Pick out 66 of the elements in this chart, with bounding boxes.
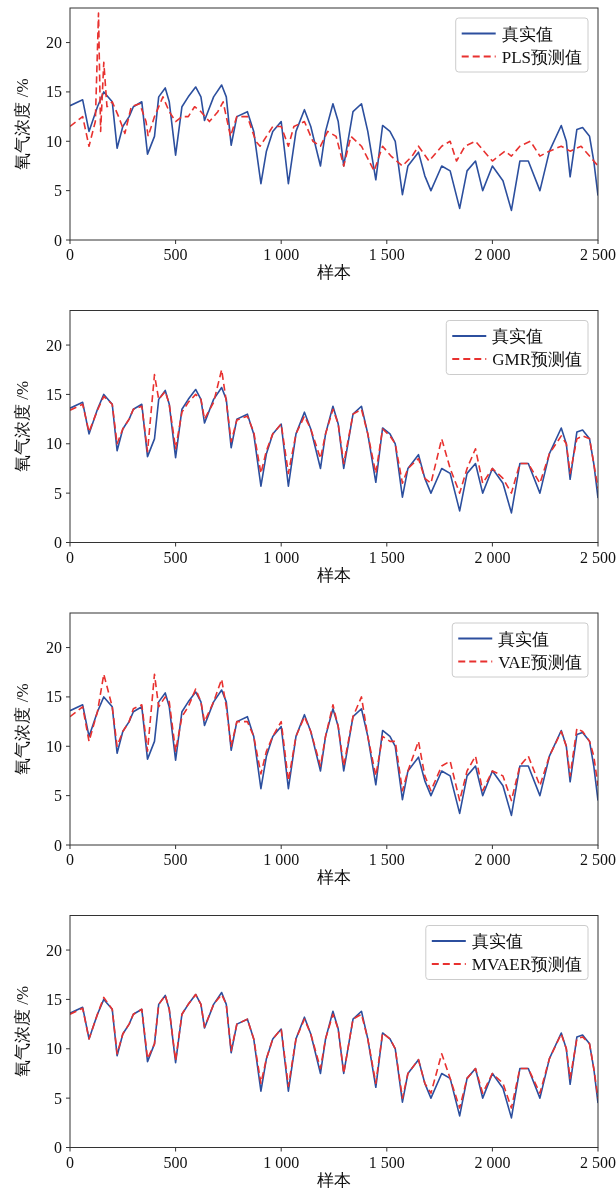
x-tick-label: 500 — [163, 1153, 188, 1171]
y-tick-label: 15 — [46, 990, 62, 1008]
x-tick-label: 500 — [163, 548, 188, 566]
legend-label: 真实值 — [492, 327, 544, 346]
y-axis-title: 氧气浓度 /% — [13, 380, 32, 473]
legend-label: GMR预测值 — [492, 350, 582, 369]
y-tick-label: 10 — [46, 435, 62, 453]
y-tick-label: 15 — [46, 83, 62, 101]
x-tick-label: 0 — [66, 1153, 74, 1171]
y-tick-label: 0 — [54, 836, 62, 854]
x-tick-label: 2 500 — [580, 851, 616, 868]
x-tick-label: 1 000 — [263, 246, 300, 263]
y-tick-label: 0 — [54, 534, 62, 551]
line-series — [70, 386, 598, 514]
y-tick-label: 5 — [54, 484, 62, 502]
y-tick-label: 10 — [46, 132, 62, 150]
x-axis-title: 样本 — [317, 1170, 351, 1190]
x-axis-title: 样本 — [317, 263, 351, 282]
y-axis-title: 氧气浓度 /% — [13, 985, 32, 1078]
line-series — [70, 673, 598, 802]
x-tick-label: 1 000 — [263, 1153, 300, 1171]
x-tick-label: 1 500 — [368, 1153, 405, 1171]
x-axis-title: 样本 — [317, 868, 351, 887]
legend-label: 真实值 — [471, 932, 523, 951]
y-tick-label: 5 — [54, 1089, 62, 1107]
y-tick-label: 20 — [46, 639, 62, 657]
line-series — [70, 12, 598, 172]
legend-label: MVAER预测值 — [471, 955, 582, 974]
x-tick-label: 0 — [66, 851, 74, 868]
y-tick-label: 0 — [54, 231, 62, 249]
x-tick-label: 1 500 — [368, 851, 405, 868]
y-tick-label: 15 — [46, 385, 62, 403]
legend-label: 真实值 — [498, 629, 550, 649]
line-series — [70, 84, 598, 212]
y-tick-label: 10 — [46, 737, 62, 755]
x-tick-label: 1 000 — [263, 548, 300, 566]
x-axis-title: 样本 — [317, 565, 351, 585]
y-tick-label: 10 — [46, 1040, 62, 1058]
x-tick-label: 2 500 — [580, 1153, 616, 1171]
x-tick-label: 0 — [66, 246, 74, 263]
y-axis-title: 氧气浓度 /% — [13, 78, 32, 170]
legend-label: VAE预测值 — [498, 652, 582, 672]
x-tick-label: 2 000 — [474, 1153, 511, 1171]
line-series — [70, 689, 598, 817]
x-tick-label: 2 000 — [474, 246, 511, 263]
y-tick-label: 20 — [46, 941, 62, 959]
y-tick-label: 5 — [54, 787, 62, 805]
legend-label: PLS预测值 — [501, 47, 582, 67]
x-tick-label: 2 000 — [474, 851, 511, 868]
y-tick-label: 5 — [54, 182, 62, 200]
legend-label: 真实值 — [501, 24, 553, 44]
y-tick-label: 0 — [54, 1139, 62, 1156]
x-tick-label: 1 000 — [263, 851, 300, 868]
x-tick-label: 0 — [66, 548, 74, 566]
x-tick-label: 1 500 — [368, 246, 405, 263]
y-tick-label: 20 — [46, 336, 62, 354]
x-tick-label: 1 500 — [368, 548, 405, 566]
x-tick-label: 2 500 — [580, 246, 616, 263]
line-series — [70, 368, 598, 494]
x-tick-label: 2 500 — [580, 548, 616, 566]
y-axis-title: 氧气浓度 /% — [13, 683, 32, 775]
y-tick-label: 15 — [46, 688, 62, 706]
y-tick-label: 20 — [46, 34, 62, 52]
x-tick-label: 500 — [163, 851, 188, 868]
x-tick-label: 500 — [163, 246, 188, 263]
x-tick-label: 2 000 — [474, 548, 511, 566]
